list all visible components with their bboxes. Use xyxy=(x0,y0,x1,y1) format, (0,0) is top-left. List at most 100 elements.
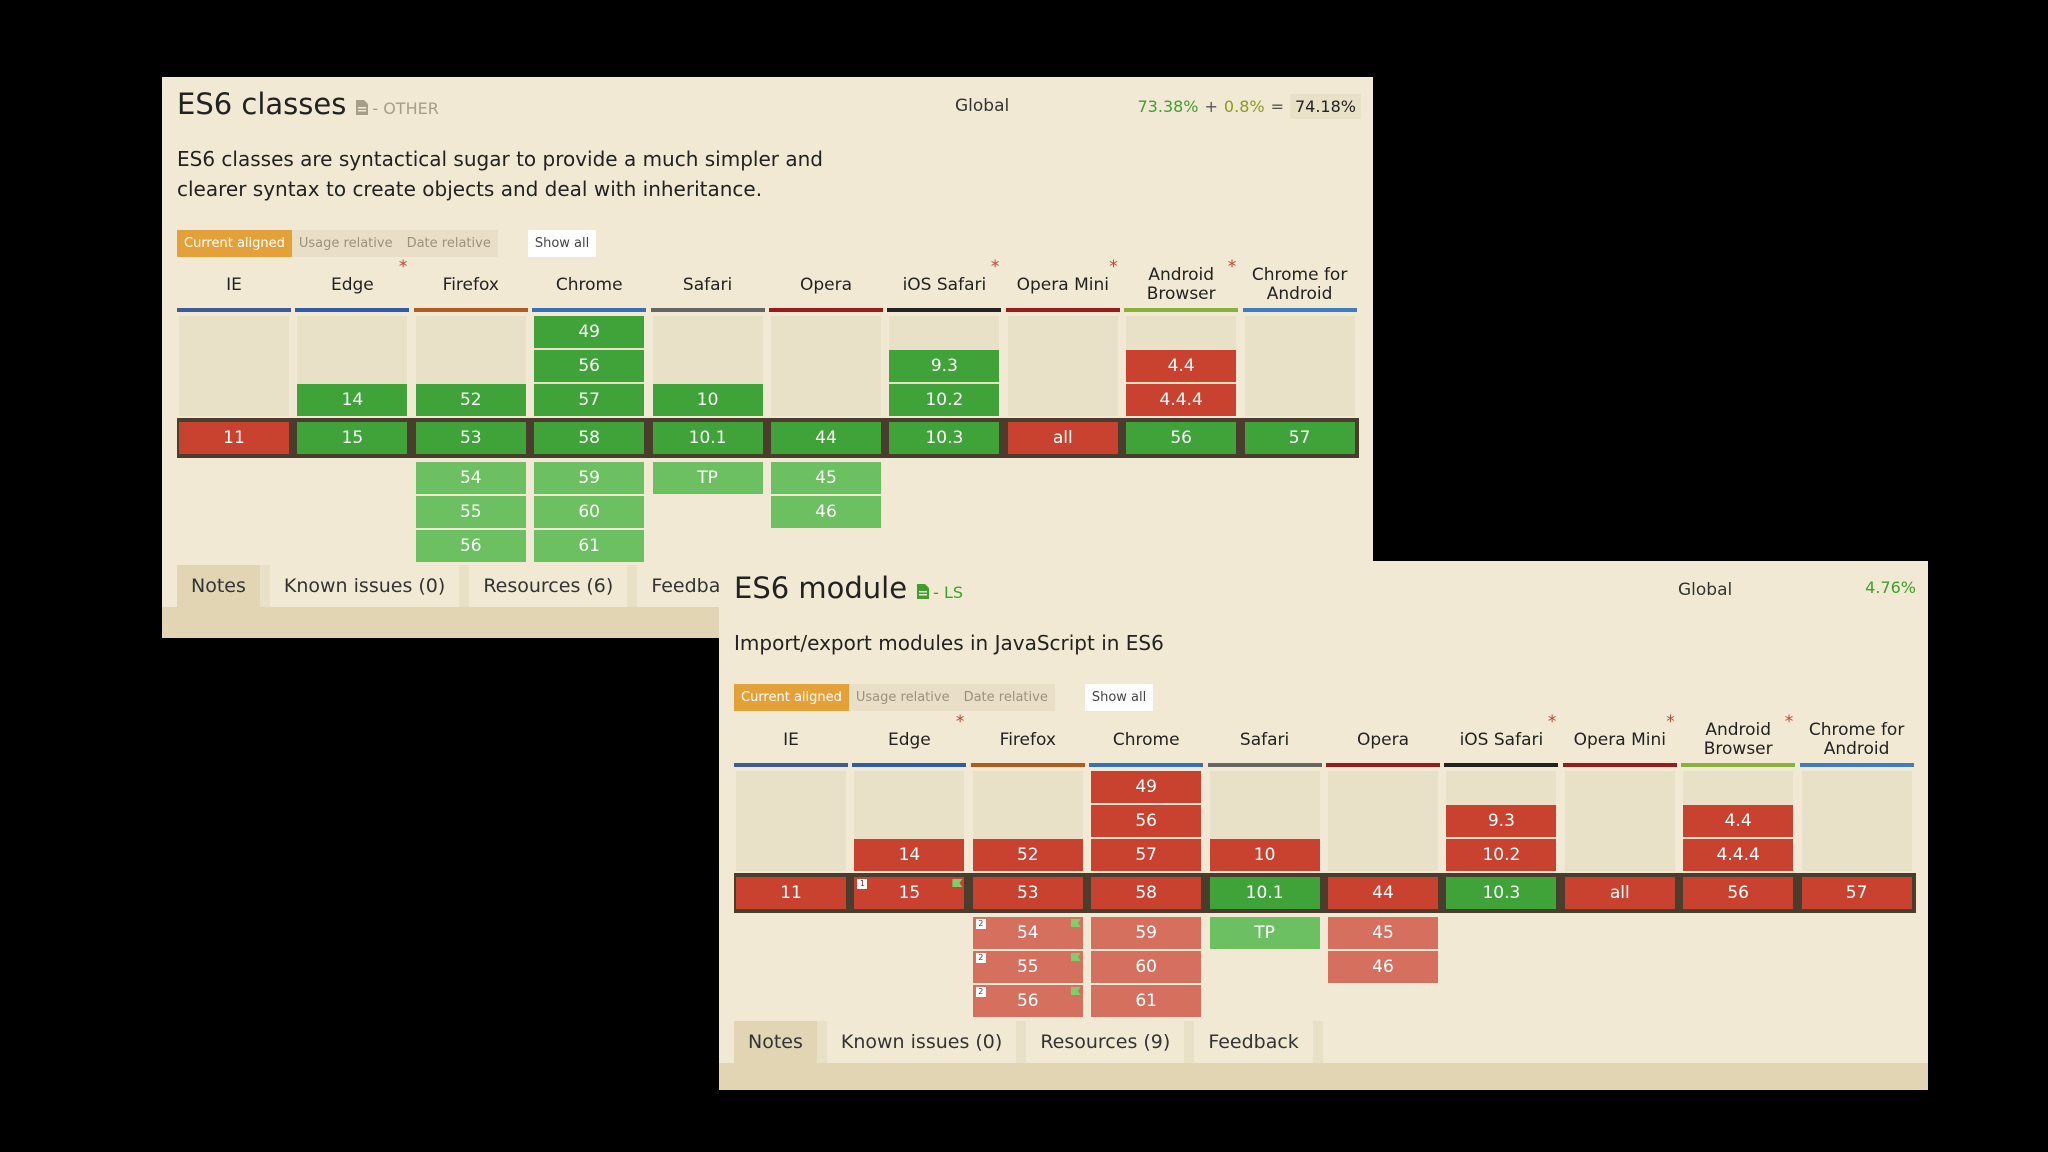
current-version-cell[interactable]: 10.1 xyxy=(1209,877,1320,909)
usage-stats: 4.76% xyxy=(1865,578,1916,597)
current-version-cell[interactable]: 58 xyxy=(534,422,645,454)
current-version-cell[interactable]: 11 xyxy=(179,422,289,454)
current-version-cell[interactable]: all xyxy=(1564,877,1675,909)
past-version-cell[interactable]: 52 xyxy=(415,384,526,416)
feature-title: ES6 classes xyxy=(177,87,347,121)
past-version-cell[interactable]: 52 xyxy=(972,839,1083,871)
future-version-cell[interactable]: 55 2 xyxy=(972,951,1083,983)
tab-known-issues[interactable]: Known issues (0) xyxy=(269,565,470,607)
future-version-cell[interactable]: 54 xyxy=(415,462,526,494)
browser-color-bar xyxy=(1242,308,1357,312)
future-version-cell[interactable]: 46 xyxy=(1328,951,1438,983)
current-version-cell[interactable]: 56 xyxy=(1126,422,1237,454)
future-version-cell[interactable]: 60 xyxy=(534,496,645,528)
past-version-cell[interactable]: 9.3 xyxy=(889,350,1000,382)
past-version-cell[interactable]: 49 xyxy=(1091,771,1202,803)
current-version-cell[interactable]: 44 xyxy=(1328,877,1438,909)
browser-header-chrome-for-android: Chrome for Android xyxy=(1808,720,1905,759)
browser-header-ie: IE xyxy=(783,729,799,750)
current-version-cell[interactable]: 53 xyxy=(415,422,526,454)
future-version-cell[interactable]: 46 xyxy=(771,496,881,528)
browser-color-bar xyxy=(1207,763,1322,767)
asterisk-icon: * xyxy=(1227,257,1237,277)
browser-header-android-browser: Android Browser * xyxy=(1703,712,1794,759)
current-version-cell[interactable]: 53 xyxy=(972,877,1083,909)
document-icon xyxy=(917,584,930,599)
future-version-cell[interactable]: 61 xyxy=(1091,985,1202,1017)
future-version-cell[interactable]: 45 xyxy=(771,462,881,494)
browser-header-android-browser: Android Browser * xyxy=(1146,257,1237,304)
browser-color-bar xyxy=(1444,763,1559,767)
tab-feedback[interactable]: Feedback xyxy=(1194,1021,1323,1063)
future-version-cell[interactable]: 45 xyxy=(1328,917,1438,949)
current-version-cell[interactable]: 56 xyxy=(1683,877,1794,909)
filter-current-aligned[interactable]: Current aligned xyxy=(177,230,292,257)
current-version-cell[interactable]: 11 xyxy=(736,877,846,909)
tab-resources[interactable]: Resources (6) xyxy=(469,565,638,607)
info-tabs: Notes Known issues (0) Resources (6) Fee… xyxy=(177,565,766,607)
current-version-cell[interactable]: 10.1 xyxy=(652,422,763,454)
current-version-cell[interactable]: 15 xyxy=(297,422,408,454)
past-version-cell[interactable]: 14 xyxy=(297,384,408,416)
current-version-cell[interactable]: 57 xyxy=(1801,877,1912,909)
past-version-cell[interactable]: 49 xyxy=(534,316,645,348)
past-versions-area xyxy=(1801,771,1912,871)
current-version-cell[interactable]: 58 xyxy=(1091,877,1202,909)
usage-stats: 73.38% + 0.8% = 74.18% xyxy=(1138,94,1361,119)
current-version-cell[interactable]: 57 xyxy=(1244,422,1355,454)
future-version-cell[interactable]: 56 2 xyxy=(972,985,1083,1017)
browser-header-opera-mini: Opera Mini * xyxy=(1573,712,1675,750)
future-version-cell[interactable]: 59 xyxy=(534,462,645,494)
past-version-cell[interactable]: 10 xyxy=(652,384,763,416)
global-label: Global xyxy=(955,96,1010,116)
future-version-cell[interactable]: 59 xyxy=(1091,917,1202,949)
tab-notes[interactable]: Notes xyxy=(734,1021,827,1063)
future-version-cell[interactable]: 54 2 xyxy=(972,917,1083,949)
past-version-cell[interactable]: 56 xyxy=(534,350,645,382)
browser-color-bar xyxy=(1089,763,1204,767)
browser-color-bar xyxy=(295,308,410,312)
past-version-cell[interactable]: 10.2 xyxy=(889,384,1000,416)
past-version-cell[interactable]: 4.4 xyxy=(1126,350,1237,382)
past-version-cell[interactable]: 57 xyxy=(1091,839,1202,871)
document-icon xyxy=(356,100,369,115)
browser-header-ios-safari: iOS Safari * xyxy=(1459,712,1557,750)
current-version-cell[interactable]: all xyxy=(1007,422,1118,454)
current-version-cell[interactable]: 44 xyxy=(771,422,881,454)
past-version-cell[interactable]: 9.3 xyxy=(1446,805,1557,837)
tab-notes[interactable]: Notes xyxy=(177,565,270,607)
current-version-cell[interactable]: 15 1 xyxy=(854,877,965,909)
past-version-cell[interactable]: 10 xyxy=(1209,839,1320,871)
past-version-cell[interactable]: 4.4.4 xyxy=(1126,384,1237,416)
past-version-cell[interactable]: 4.4 xyxy=(1683,805,1794,837)
tab-resources[interactable]: Resources (9) xyxy=(1026,1021,1195,1063)
filter-usage-relative[interactable]: Usage relative xyxy=(848,684,957,711)
future-version-cell[interactable]: 60 xyxy=(1091,951,1202,983)
future-version-cell[interactable]: 56 xyxy=(415,530,526,562)
future-version-cell[interactable]: 55 xyxy=(415,496,526,528)
tab-known-issues[interactable]: Known issues (0) xyxy=(826,1021,1027,1063)
future-version-cell[interactable]: TP xyxy=(1209,917,1320,949)
current-version-cell[interactable]: 10.3 xyxy=(889,422,1000,454)
filter-date-relative[interactable]: Date relative xyxy=(956,684,1055,711)
past-version-cell[interactable]: 56 xyxy=(1091,805,1202,837)
past-versions-area xyxy=(1244,316,1355,416)
browser-color-bar xyxy=(734,763,848,767)
filter-usage-relative[interactable]: Usage relative xyxy=(291,230,400,257)
past-version-cell[interactable]: 14 xyxy=(854,839,965,871)
past-version-cell[interactable]: 10.2 xyxy=(1446,839,1557,871)
past-version-cell[interactable]: 4.4.4 xyxy=(1683,839,1794,871)
future-version-cell[interactable]: TP xyxy=(652,462,763,494)
show-all-button[interactable]: Show all xyxy=(1084,684,1154,711)
past-version-cell[interactable]: 57 xyxy=(534,384,645,416)
future-version-cell[interactable]: 61 xyxy=(534,530,645,562)
browser-header-edge: Edge * xyxy=(330,257,408,295)
browser-color-bar xyxy=(1799,763,1914,767)
browser-color-bar xyxy=(177,308,291,312)
current-version-cell[interactable]: 10.3 xyxy=(1446,877,1557,909)
filter-current-aligned[interactable]: Current aligned xyxy=(734,684,849,711)
filter-date-relative[interactable]: Date relative xyxy=(399,230,498,257)
note-number-badge: 1 xyxy=(857,879,868,889)
show-all-button[interactable]: Show all xyxy=(527,230,597,257)
total-percent: 4.76% xyxy=(1865,578,1916,597)
